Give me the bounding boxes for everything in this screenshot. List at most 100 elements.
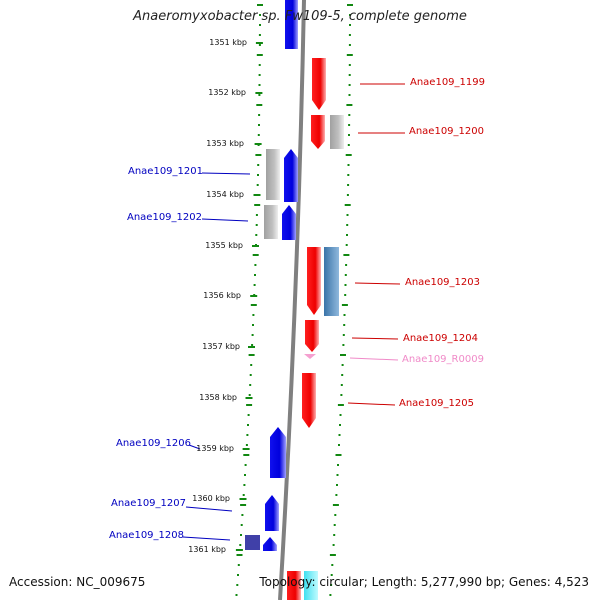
gene-label-anae109-1205[interactable]: Anae109_1205 bbox=[399, 398, 474, 409]
guide-dot bbox=[250, 364, 253, 366]
label-connectors bbox=[182, 83, 405, 541]
guide-dot bbox=[348, 74, 351, 76]
guide-dot bbox=[239, 544, 242, 546]
guide-dot bbox=[257, 4, 263, 6]
guide-dot bbox=[245, 444, 248, 446]
gene-label-anae109-1200[interactable]: Anae109_1200 bbox=[409, 126, 484, 137]
gene-label-anae109-1204[interactable]: Anae109_1204 bbox=[403, 333, 478, 344]
guide-dot bbox=[252, 254, 259, 256]
guide-dot bbox=[339, 424, 341, 426]
gene-arrow-anae109-1204[interactable] bbox=[305, 320, 319, 352]
map-title: Anaeromyxobacter sp. Fw109-5, complete g… bbox=[133, 9, 467, 24]
guide-dot bbox=[347, 184, 350, 186]
gene-label-anae109-1201[interactable]: Anae109_1201 bbox=[128, 166, 203, 177]
gene-arrow-anae109-1207[interactable] bbox=[265, 495, 279, 531]
pseudo-gene-1200b[interactable] bbox=[330, 115, 344, 149]
kbp-tick-10 bbox=[239, 498, 247, 500]
gene-arrow-anae109-1206[interactable] bbox=[270, 427, 286, 478]
kbp-tick-4 bbox=[253, 194, 261, 196]
guide-dot bbox=[254, 264, 257, 266]
gene-label-anae109-1206[interactable]: Anae109_1206 bbox=[116, 438, 191, 449]
steelblue-feature-1203[interactable] bbox=[324, 247, 339, 316]
guide-dot bbox=[258, 74, 261, 76]
gene-arrow-anae109-1202[interactable] bbox=[282, 205, 296, 240]
gene-arrow-anae109-1208b[interactable] bbox=[263, 537, 277, 551]
guide-dot bbox=[346, 234, 348, 236]
genes bbox=[245, 0, 344, 600]
guide-dot bbox=[348, 64, 351, 66]
guide-dot bbox=[253, 284, 256, 286]
guide-dot bbox=[332, 544, 335, 546]
gene-arrow-bottom-cyan[interactable] bbox=[304, 571, 318, 600]
guide-dot bbox=[348, 114, 351, 116]
guide-dot bbox=[346, 194, 349, 196]
gene-arrow-bottom-red[interactable] bbox=[287, 571, 301, 600]
guide-dot bbox=[258, 114, 261, 116]
pseudo-gene-1201[interactable] bbox=[266, 149, 280, 200]
guide-dot bbox=[348, 34, 351, 36]
guide-dot bbox=[340, 354, 346, 356]
guide-dot bbox=[255, 224, 258, 226]
guide-dot bbox=[330, 584, 333, 586]
kbp-tick-3 bbox=[254, 143, 262, 145]
guide-dot bbox=[258, 44, 261, 46]
tick-label-1354: 1354 kbp bbox=[206, 190, 244, 199]
guide-dot bbox=[257, 164, 260, 166]
guide-dot bbox=[347, 174, 350, 176]
guide-dot bbox=[348, 44, 351, 46]
topology-text: Topology: circular; Length: 5,277,990 bp… bbox=[259, 575, 589, 589]
guide-dot bbox=[250, 304, 257, 306]
guide-dot bbox=[247, 414, 250, 416]
guide-dot bbox=[346, 104, 353, 106]
guide-dot bbox=[235, 594, 238, 596]
guide-dot bbox=[244, 464, 247, 466]
gene-label-anae109-1202[interactable]: Anae109_1202 bbox=[127, 212, 202, 223]
genome-backbone bbox=[278, 0, 306, 600]
gene-arrow-top[interactable] bbox=[285, 0, 298, 49]
gene-label-anae109-1203[interactable]: Anae109_1203 bbox=[405, 277, 480, 288]
tick-label-1357: 1357 kbp bbox=[202, 342, 240, 351]
guide-dot bbox=[344, 204, 351, 206]
tick-label-1359: 1359 kbp bbox=[196, 444, 234, 453]
guide-dot bbox=[252, 324, 254, 326]
plus-strand-guide bbox=[329, 4, 353, 596]
gene-arrow-anae109-1200[interactable] bbox=[311, 115, 325, 149]
guide-dot bbox=[341, 364, 344, 366]
guide-dot bbox=[332, 504, 339, 506]
guide-dot bbox=[334, 514, 337, 516]
guide-dot bbox=[244, 474, 246, 476]
guide-dot bbox=[346, 224, 349, 226]
gene-label-anae109-r0009[interactable]: Anae109_R0009 bbox=[402, 354, 484, 365]
guide-dot bbox=[258, 124, 260, 126]
pseudo-gene-1202[interactable] bbox=[264, 205, 278, 239]
guide-dot bbox=[246, 434, 249, 436]
guide-dot bbox=[242, 494, 245, 496]
guide-dot bbox=[343, 314, 346, 316]
guide-dot bbox=[340, 394, 343, 396]
gene-label-anae109-1207[interactable]: Anae109_1207 bbox=[111, 498, 186, 509]
gene-arrow-anae109-1208[interactable] bbox=[245, 535, 260, 550]
guide-dot bbox=[336, 474, 339, 476]
gene-arrow-anae109-1201[interactable] bbox=[284, 149, 298, 202]
kbp-tick-6 bbox=[250, 295, 258, 297]
guide-dot bbox=[247, 424, 249, 426]
rna-arrow-anae109-r0009[interactable] bbox=[304, 354, 316, 359]
guide-dot bbox=[257, 134, 260, 136]
kbp-tick-2 bbox=[255, 92, 263, 94]
guide-dot bbox=[251, 344, 254, 346]
gene-arrow-anae109-1199[interactable] bbox=[312, 58, 326, 110]
guide-dot bbox=[339, 414, 342, 416]
guide-dot bbox=[348, 124, 351, 126]
kbp-tick-11 bbox=[235, 549, 243, 551]
gene-arrow-anae109-1203[interactable] bbox=[307, 247, 321, 315]
gene-label-anae109-1199[interactable]: Anae109_1199 bbox=[410, 77, 485, 88]
guide-dot bbox=[236, 554, 243, 556]
tick-label-1360: 1360 kbp bbox=[192, 494, 230, 503]
gene-arrow-anae109-1205[interactable] bbox=[302, 373, 316, 428]
gene-label-anae109-1208[interactable]: Anae109_1208 bbox=[109, 530, 184, 541]
tick-label-1361: 1361 kbp bbox=[188, 545, 226, 554]
guide-dot bbox=[346, 54, 353, 56]
accession-text: Accession: NC_009675 bbox=[9, 575, 146, 589]
